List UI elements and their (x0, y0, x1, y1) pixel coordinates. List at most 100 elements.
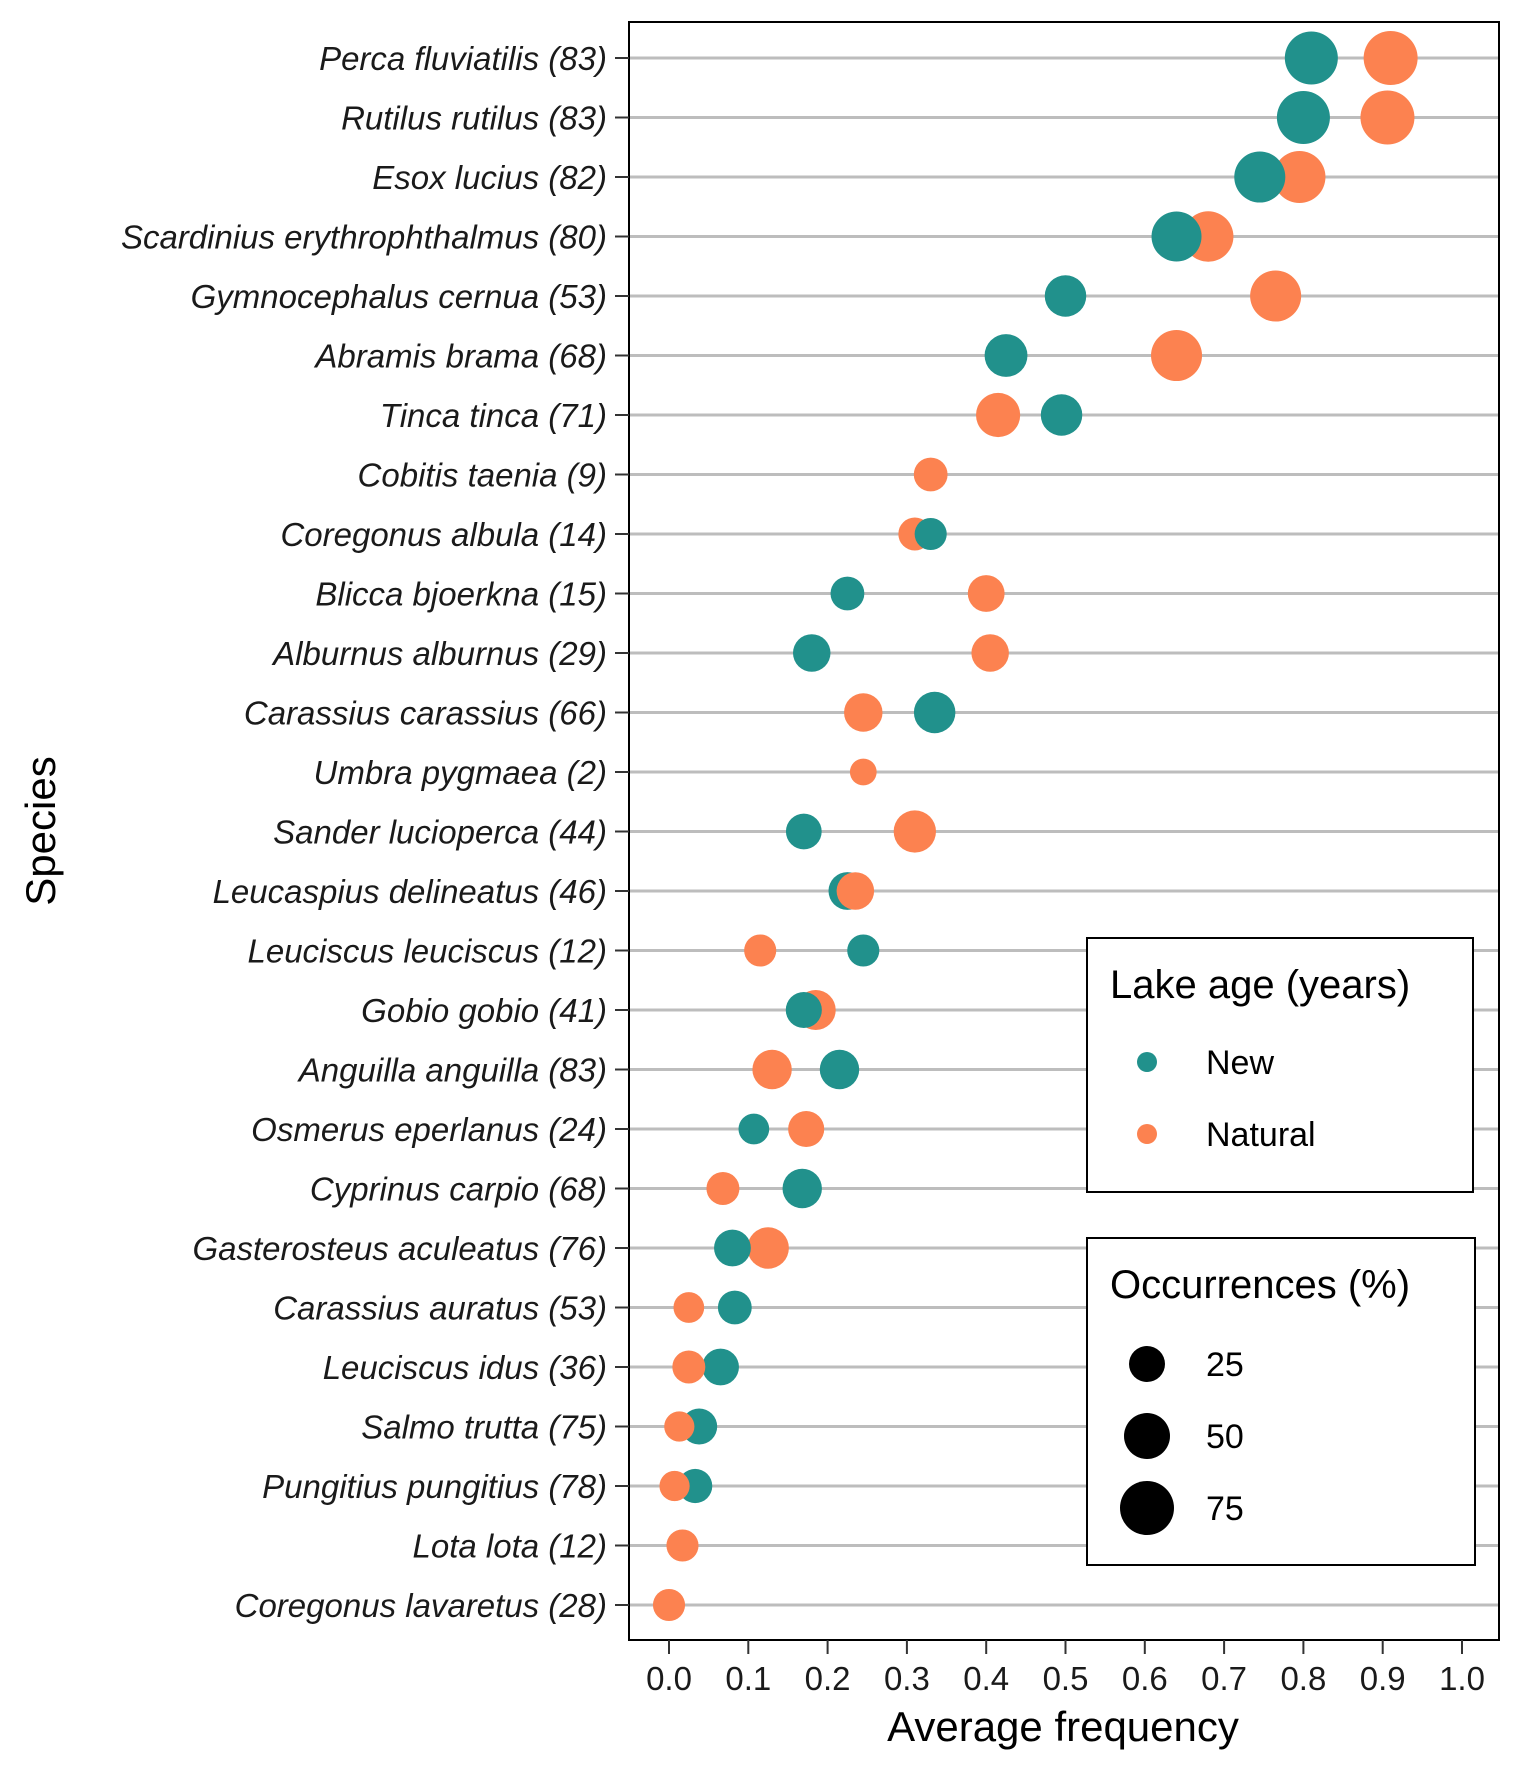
point-new-13 (785, 813, 822, 850)
point-natural-14 (836, 872, 875, 910)
point-new-22 (702, 1348, 739, 1386)
point-natural-2 (1273, 150, 1326, 204)
point-natural-17 (752, 1049, 792, 1090)
x-tick-label: 0.9 (1360, 1660, 1406, 1697)
legend-natural-key (1137, 1124, 1157, 1144)
y-tick-label: Esox lucius (82) (372, 159, 607, 196)
x-tick-label: 0.3 (884, 1660, 930, 1697)
point-natural-23 (664, 1411, 695, 1442)
y-tick-label: Carassius carassius (66) (244, 695, 607, 732)
y-tick-label: Salmo trutta (75) (361, 1409, 607, 1446)
y-tick-label: Cobitis taenia (9) (358, 457, 607, 494)
y-tick-label: Pungitius pungitius (78) (262, 1468, 607, 1505)
point-natural-6 (976, 392, 1021, 438)
point-new-9 (830, 576, 865, 611)
point-natural-0 (1363, 31, 1418, 85)
point-natural-24 (659, 1470, 690, 1502)
point-new-19 (782, 1168, 822, 1209)
point-new-15 (847, 934, 880, 967)
point-natural-18 (788, 1110, 825, 1148)
point-natural-11 (844, 693, 883, 732)
point-new-0 (1284, 31, 1338, 85)
point-natural-10 (971, 634, 1009, 672)
y-tick-label: Leucaspius delineatus (46) (213, 873, 607, 910)
point-natural-15 (744, 934, 777, 967)
y-axis-title: Species (17, 756, 64, 905)
y-tick-label: Sander lucioperca (44) (273, 814, 607, 851)
color-legend: Lake age (years) New Natural (1086, 937, 1474, 1193)
size-legend: Occurrences (%) 25 50 75 (1086, 1237, 1476, 1566)
point-new-8 (914, 517, 947, 551)
y-tick-label: Anguilla anguilla (83) (297, 1052, 607, 1089)
y-tick-label: Leuciscus idus (36) (323, 1349, 607, 1386)
point-natural-20 (747, 1227, 789, 1269)
point-natural-22 (672, 1350, 706, 1384)
y-tick-label: Blicca bjoerkna (15) (315, 576, 607, 613)
x-tick-label: 0.7 (1201, 1660, 1247, 1697)
y-tick-label: Lota lota (12) (413, 1528, 607, 1565)
x-tick-label: 0.1 (725, 1660, 771, 1697)
y-tick-label: Rutilus rutilus (83) (341, 100, 607, 137)
y-tick-label: Umbra pygmaea (2) (314, 754, 607, 791)
y-tick-label: Coregonus lavaretus (28) (235, 1587, 607, 1624)
y-tick-label: Gymnocephalus cernua (53) (191, 278, 607, 315)
point-new-2 (1234, 151, 1286, 203)
point-new-3 (1151, 211, 1202, 262)
legend-natural-label: Natural (1206, 1116, 1316, 1154)
x-tick-label: 0.8 (1280, 1660, 1326, 1697)
y-tick-label: Coregonus albula (14) (280, 516, 607, 553)
size-legend-25-key (1129, 1346, 1165, 1382)
x-tick-label: 0.2 (805, 1660, 851, 1697)
point-natural-13 (893, 810, 936, 853)
point-new-17 (819, 1049, 860, 1090)
point-new-11 (913, 691, 956, 734)
point-new-6 (1040, 394, 1083, 436)
size-legend-50-key (1124, 1413, 1170, 1459)
point-new-18 (738, 1113, 770, 1145)
point-new-1 (1276, 90, 1330, 145)
y-tick-label: Gasterosteus aculeatus (76) (192, 1230, 607, 1267)
x-tick-label: 0.5 (1043, 1660, 1089, 1697)
size-legend-50-label: 50 (1206, 1418, 1244, 1456)
data-points (652, 31, 1418, 1622)
size-legend-75-key (1120, 1481, 1174, 1535)
legend-new-key (1137, 1052, 1157, 1072)
point-new-4 (1044, 275, 1087, 317)
y-tick-label: Leuciscus leuciscus (12) (248, 933, 608, 970)
x-tick-label: 1.0 (1439, 1660, 1485, 1697)
point-natural-12 (849, 758, 877, 786)
point-natural-26 (652, 1588, 686, 1622)
y-axis: Perca fluviatilis (83) Rutilus rutilus (8… (121, 40, 629, 1624)
point-new-20 (714, 1229, 751, 1267)
y-tick-label: Carassius auratus (53) (273, 1290, 607, 1327)
size-legend-75-label: 75 (1206, 1490, 1244, 1528)
point-natural-19 (706, 1172, 740, 1205)
x-axis-title: Average frequency (887, 1703, 1239, 1750)
y-tick-label: Osmerus eperlanus (24) (251, 1111, 607, 1148)
size-legend-title: Occurrences (%) (1110, 1263, 1410, 1307)
point-natural-9 (967, 575, 1005, 612)
y-tick-label: Perca fluviatilis (83) (319, 40, 607, 77)
y-tick-label: Tinca tinca (71) (380, 397, 607, 434)
x-tick-label: 0.0 (646, 1660, 692, 1697)
point-natural-1 (1360, 90, 1415, 145)
x-tick-label: 0.4 (963, 1660, 1009, 1697)
color-legend-title: Lake age (years) (1110, 963, 1410, 1007)
point-new-5 (984, 334, 1028, 377)
y-tick-label: Alburnus alburnus (29) (271, 635, 607, 672)
point-natural-21 (673, 1292, 705, 1323)
point-new-10 (792, 634, 831, 672)
point-natural-7 (913, 457, 948, 492)
y-tick-label: Gobio gobio (41) (361, 992, 607, 1029)
x-tick-label: 0.6 (1122, 1660, 1168, 1697)
point-natural-25 (666, 1529, 699, 1562)
x-axis: 0.0 0.1 0.2 0.3 0.4 0.5 0.6 0.7 0.8 0.9 1.0 (646, 1640, 1485, 1697)
y-tick-label: Scardinius erythrophthalmus (80) (121, 219, 607, 256)
point-natural-5 (1151, 329, 1203, 382)
point-natural-4 (1250, 270, 1302, 322)
point-new-16 (785, 991, 822, 1029)
y-tick-label: Cyprinus carpio (68) (310, 1171, 607, 1208)
legend-new-label: New (1206, 1044, 1274, 1082)
